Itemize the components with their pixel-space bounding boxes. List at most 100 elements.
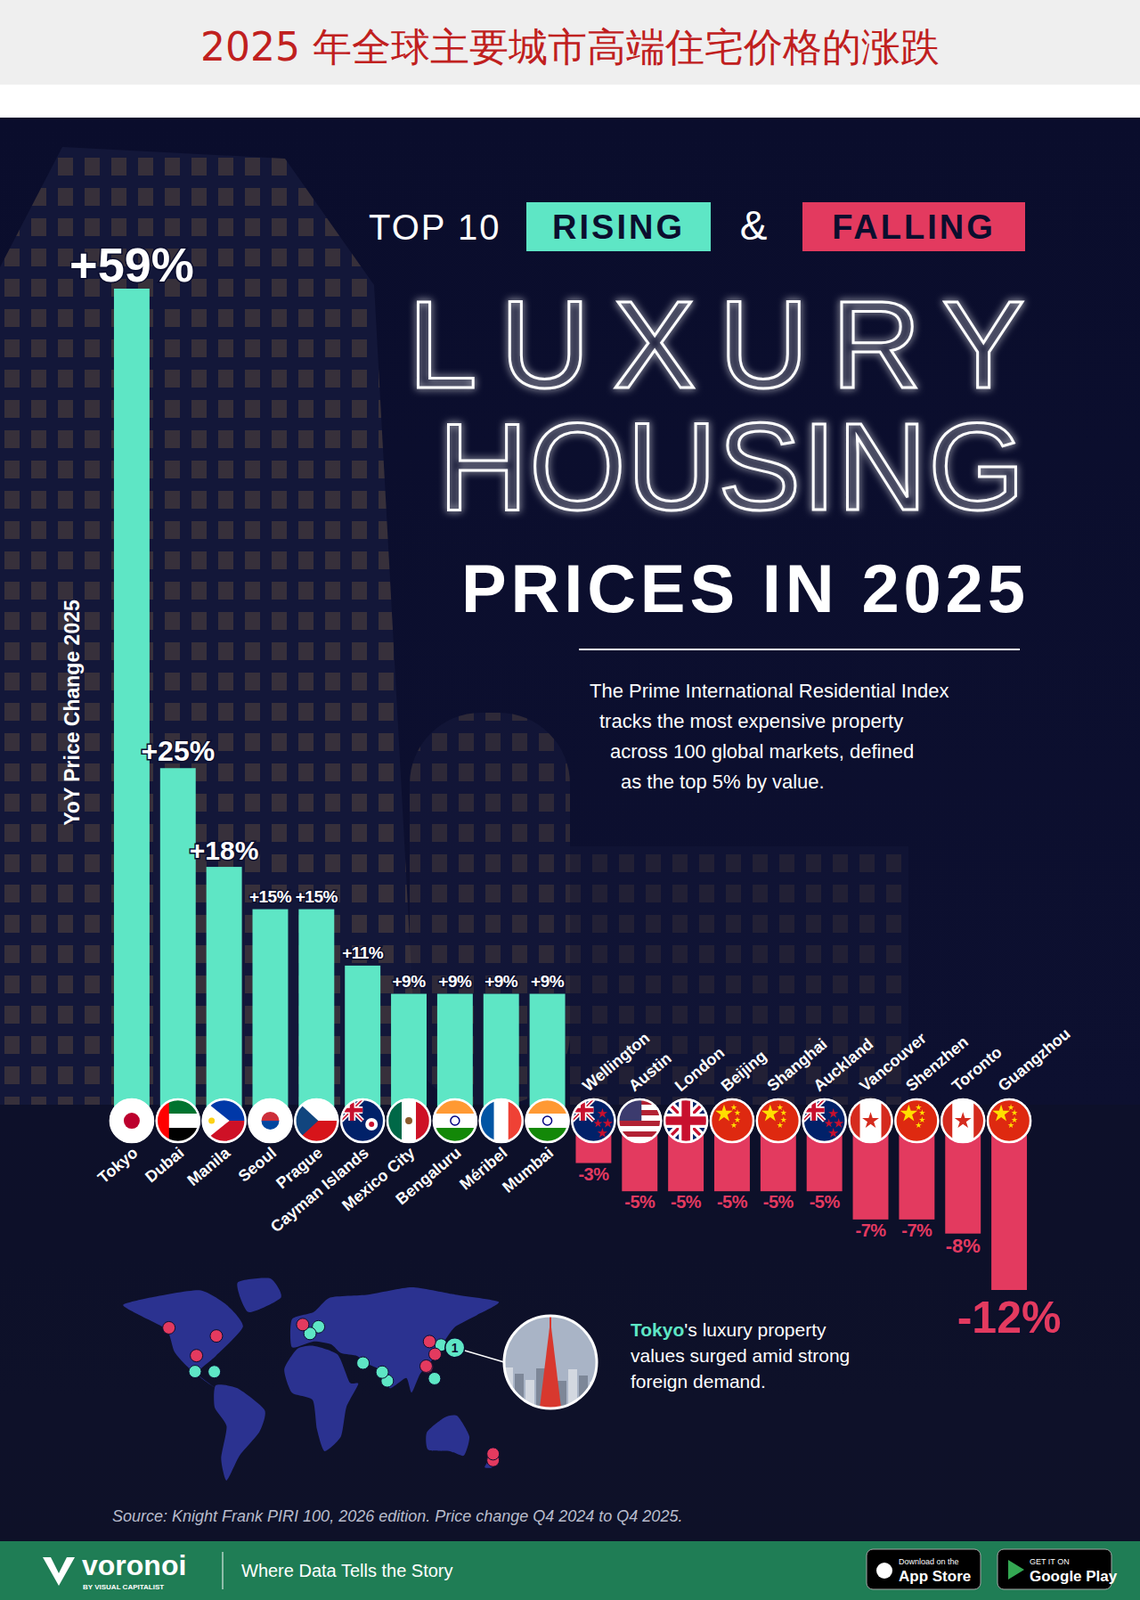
flag-part [110, 1099, 154, 1142]
flag-ring [895, 1099, 938, 1142]
flag-part [733, 1108, 741, 1116]
flag-part [664, 1099, 708, 1142]
data-label: -5% [624, 1191, 656, 1212]
bar [252, 909, 289, 1121]
data-label: +59% [69, 237, 195, 292]
header-band [0, 0, 1140, 85]
kicker-text: FALLING [831, 208, 996, 246]
flag-part [618, 1120, 661, 1126]
flag-body [987, 1099, 1031, 1142]
title-line: HOUSING [438, 396, 1026, 537]
photo-building [578, 1375, 588, 1429]
badge-bg[interactable] [866, 1548, 981, 1589]
description-line: tracks the most expensive property [599, 709, 904, 733]
flag-part [340, 1098, 385, 1143]
flag-part [664, 1099, 708, 1142]
flag-part [156, 1099, 200, 1142]
photo-tower [539, 1319, 562, 1408]
flag-part [709, 1098, 755, 1143]
flag-part [401, 1099, 416, 1142]
photo-tower [549, 1309, 552, 1328]
flag-body [757, 1099, 800, 1142]
data-label: -7% [901, 1220, 933, 1240]
flag-part [848, 1098, 894, 1143]
data-label: -12% [957, 1292, 1062, 1343]
flag-icon [247, 1098, 293, 1143]
flag-ring [526, 1099, 570, 1142]
flag-ring [341, 1099, 384, 1142]
background [0, 117, 1140, 1541]
flag-ring [664, 1099, 708, 1142]
data-label: +9% [438, 971, 473, 991]
flag-part [919, 1108, 926, 1116]
flag-part [479, 1098, 524, 1143]
footer-divider [222, 1551, 224, 1589]
flag-part [986, 1098, 1032, 1143]
badge-icon [876, 1562, 893, 1579]
map-dot [190, 1349, 204, 1362]
data-label: -5% [670, 1191, 702, 1212]
flag-body [895, 1099, 938, 1142]
annotation-text: foreign demand. [630, 1370, 766, 1392]
flag-ring [987, 1099, 1031, 1142]
data-label: +15% [295, 887, 339, 906]
flag-part [260, 1120, 279, 1130]
flag-ring [849, 1099, 893, 1142]
flag-body [156, 1099, 200, 1142]
flag-part [1011, 1108, 1018, 1116]
flag-icon [663, 1098, 709, 1143]
flag-icon [940, 1098, 986, 1143]
flag-part [1008, 1121, 1015, 1128]
building [570, 846, 909, 1105]
flag-ring [156, 1099, 200, 1142]
flag-part [526, 1113, 570, 1128]
annotation-text: values surged amid strong [630, 1344, 850, 1366]
badge-small: Download on the [898, 1556, 960, 1566]
flag-body [526, 1099, 570, 1142]
flag-part [664, 1099, 708, 1142]
flag-part [664, 1099, 708, 1142]
map-land [425, 1415, 470, 1457]
flag-body [480, 1099, 523, 1142]
subtitle: PRICES IN 2025 [461, 550, 1026, 627]
bars [114, 288, 1027, 1290]
flag-icon [709, 1098, 755, 1143]
photo-sky [504, 1315, 597, 1409]
flag-part [1011, 1115, 1018, 1123]
category-label: Bengaluru [391, 1143, 465, 1209]
flag-part [733, 1115, 741, 1123]
kicker-text: TOP 10 [368, 207, 501, 247]
flag-part [849, 1099, 893, 1142]
flag-part [802, 1098, 847, 1143]
bar [114, 288, 150, 1121]
flag-body [294, 1099, 338, 1142]
map-dot [357, 1356, 370, 1369]
flag-body [110, 1099, 154, 1142]
flag-part [494, 1099, 509, 1142]
flag-part [900, 1104, 919, 1122]
flag-icon [986, 1098, 1032, 1143]
flag-body [387, 1099, 431, 1142]
flag-ring [710, 1099, 754, 1142]
flag-part [597, 1107, 608, 1118]
category-label: Beijing [717, 1046, 771, 1095]
flag-body [248, 1099, 292, 1142]
flag-part [987, 1099, 1031, 1142]
map [122, 1278, 499, 1481]
flag-part [757, 1099, 800, 1142]
flag-part [941, 1099, 985, 1142]
flag-part [940, 1098, 986, 1143]
store-badge[interactable]: GET IT ONGoogle Play [997, 1548, 1118, 1589]
flag-part [123, 1112, 140, 1129]
flag-part [715, 1104, 733, 1122]
data-label: -5% [763, 1191, 795, 1212]
flag-part [405, 1116, 413, 1124]
flag-part [710, 1099, 754, 1142]
store-badge[interactable]: Download on theApp Store [866, 1548, 981, 1589]
flag-icon [525, 1098, 570, 1143]
flag-icon [570, 1098, 616, 1143]
kicker-text: & [740, 202, 770, 249]
flag-part [202, 1098, 247, 1143]
flag-part [294, 1099, 318, 1142]
flag-body [664, 1099, 708, 1142]
